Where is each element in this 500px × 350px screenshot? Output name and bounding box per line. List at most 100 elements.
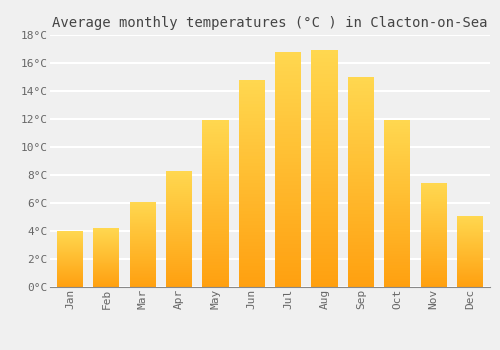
Bar (348, 196, 374, 200)
Bar (348, 252, 374, 256)
Bar (94, 237, 120, 238)
Bar (312, 263, 338, 267)
Bar (384, 156, 410, 159)
Bar (202, 140, 228, 142)
Bar (457, 286, 483, 287)
Bar (202, 251, 228, 254)
Bar (202, 195, 228, 198)
Bar (202, 137, 228, 140)
Bar (94, 251, 120, 252)
Bar (312, 181, 338, 184)
Bar (166, 188, 192, 190)
Bar (420, 237, 446, 239)
Bar (457, 219, 483, 220)
Bar (384, 142, 410, 145)
Bar (166, 206, 192, 208)
Bar (202, 248, 228, 251)
Bar (348, 77, 374, 80)
Bar (202, 159, 228, 162)
Bar (57, 259, 83, 260)
Bar (57, 270, 83, 271)
Bar (348, 122, 374, 126)
Bar (57, 255, 83, 256)
Bar (348, 262, 374, 266)
Bar (275, 103, 301, 107)
Bar (57, 246, 83, 247)
Bar (238, 222, 265, 225)
Bar (348, 147, 374, 150)
Bar (94, 247, 120, 248)
Bar (457, 217, 483, 218)
Bar (94, 257, 120, 258)
Bar (457, 280, 483, 281)
Bar (457, 274, 483, 275)
Bar (420, 258, 446, 259)
Bar (238, 80, 265, 83)
Bar (312, 188, 338, 193)
Bar (457, 245, 483, 246)
Bar (166, 231, 192, 233)
Bar (130, 270, 156, 271)
Bar (275, 142, 301, 146)
Bar (130, 261, 156, 263)
Bar (57, 237, 83, 238)
Bar (57, 236, 83, 237)
Bar (202, 262, 228, 265)
Bar (348, 94, 374, 98)
Bar (166, 214, 192, 215)
Bar (130, 204, 156, 206)
Bar (94, 268, 120, 270)
Bar (130, 271, 156, 273)
Bar (202, 198, 228, 201)
Bar (202, 156, 228, 159)
Bar (130, 284, 156, 286)
Bar (238, 259, 265, 263)
Bar (238, 225, 265, 228)
Bar (420, 282, 446, 284)
Bar (348, 178, 374, 182)
Bar (166, 202, 192, 204)
Bar (94, 234, 120, 235)
Bar (238, 139, 265, 142)
Bar (238, 270, 265, 273)
Bar (420, 232, 446, 233)
Bar (420, 228, 446, 230)
Bar (384, 173, 410, 176)
Bar (130, 224, 156, 226)
Bar (275, 107, 301, 111)
Bar (57, 252, 83, 253)
Bar (130, 243, 156, 244)
Bar (57, 242, 83, 243)
Bar (275, 111, 301, 114)
Bar (384, 151, 410, 154)
Bar (420, 216, 446, 218)
Bar (420, 272, 446, 273)
Bar (348, 186, 374, 189)
Bar (275, 275, 301, 279)
Bar (312, 196, 338, 200)
Bar (457, 240, 483, 242)
Bar (57, 248, 83, 249)
Bar (312, 106, 338, 110)
Bar (166, 279, 192, 281)
Bar (312, 244, 338, 247)
Bar (166, 239, 192, 240)
Bar (166, 243, 192, 244)
Bar (238, 280, 265, 284)
Bar (238, 218, 265, 222)
Bar (166, 215, 192, 217)
Bar (238, 107, 265, 111)
Bar (238, 183, 265, 187)
Bar (348, 220, 374, 224)
Title: Average monthly temperatures (°C ) in Clacton-on-Sea: Average monthly temperatures (°C ) in Cl… (52, 16, 488, 30)
Bar (275, 248, 301, 252)
Bar (238, 149, 265, 152)
Bar (384, 165, 410, 168)
Bar (238, 128, 265, 132)
Bar (457, 218, 483, 219)
Bar (202, 176, 228, 179)
Bar (238, 159, 265, 163)
Bar (238, 252, 265, 256)
Bar (312, 98, 338, 101)
Bar (202, 254, 228, 257)
